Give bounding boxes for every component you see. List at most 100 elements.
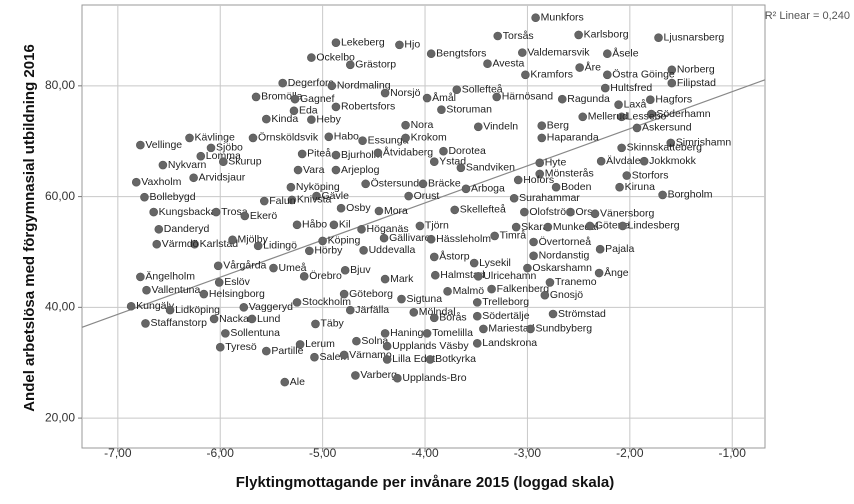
point-label: Filipstad [677, 77, 716, 89]
point [239, 303, 249, 312]
point [520, 207, 529, 217]
point [443, 286, 452, 296]
point-label: Gagnef [300, 93, 335, 105]
point [280, 377, 290, 387]
point [297, 149, 307, 159]
point [401, 120, 410, 130]
point [429, 252, 439, 262]
point-label: Gällivare [389, 232, 431, 244]
point-label: Kramfors [530, 69, 573, 81]
point [292, 220, 302, 230]
point [357, 224, 366, 234]
point-label: Storuman [446, 103, 492, 115]
point-label: Essunga [368, 134, 409, 146]
point [511, 222, 521, 232]
point-label: Skellefteå [460, 204, 506, 216]
point-label: Vaggeryd [249, 301, 293, 313]
point-label: Skara [521, 221, 549, 233]
point [513, 175, 523, 185]
point-label: Hofors [523, 174, 554, 186]
point-label: Lidingö [263, 240, 297, 252]
point-label: Skurup [228, 155, 261, 167]
point-label: Halmstad [440, 269, 485, 281]
point-label: Mora [384, 205, 408, 217]
point-label: Örebro [309, 270, 342, 282]
point-label: Örnsköldsvik [258, 132, 319, 144]
point-label: Upplands Väsby [392, 340, 469, 352]
point [461, 184, 471, 194]
point [422, 329, 432, 338]
point [345, 305, 355, 315]
point-label: Göteborg [349, 288, 393, 300]
point-label: Härnösand [502, 91, 554, 103]
point [324, 132, 334, 142]
point-label: Trelleborg [482, 296, 529, 308]
point [479, 324, 488, 334]
point-label: Uddevalla [369, 244, 416, 256]
point-label: Laxå [624, 98, 647, 110]
point [575, 63, 584, 72]
point-label: Övertorneå [539, 236, 592, 248]
point-label: Solna [361, 335, 388, 347]
point-label: Upplands-Bro [402, 372, 466, 384]
point-label: Sandviken [466, 162, 515, 174]
point-label: Lysekil [479, 257, 511, 269]
point [329, 220, 339, 230]
point-label: Älvdalen [606, 155, 646, 167]
x-tick-label: -3,00 [514, 446, 542, 460]
point-label: Malmö [453, 285, 485, 297]
point [594, 268, 604, 278]
point-label: Ockelbo [316, 51, 355, 63]
point [312, 191, 321, 201]
point [401, 133, 410, 143]
point [397, 294, 406, 304]
point-label: Sollefteå [462, 84, 503, 96]
point [647, 109, 656, 119]
point-label: Borgholm [668, 189, 713, 201]
point [439, 146, 448, 156]
point [526, 324, 535, 334]
point-label: Nyköping [296, 181, 340, 193]
point [415, 221, 425, 231]
point-label: Falkenberg [497, 283, 550, 295]
point-label: Gnosjö [550, 289, 583, 301]
x-axis-title: Flyktingmottagande per invånare 2015 (lo… [236, 474, 614, 491]
point [142, 285, 151, 295]
point-label: Mellerud [588, 111, 628, 123]
point [141, 319, 150, 328]
point-label: Mönsterås [545, 168, 594, 180]
point [292, 298, 302, 307]
point-label: Hörby [314, 245, 343, 257]
point-label: Kil [339, 219, 351, 231]
point-label: Mark [390, 273, 414, 285]
point [487, 284, 496, 294]
x-tick-label: -5,00 [309, 446, 337, 460]
point-label: Torsås [503, 30, 534, 42]
point-label: Piteå [307, 148, 331, 160]
point-label: Partille [271, 345, 303, 357]
point-label: Avesta [492, 57, 524, 69]
point [351, 371, 360, 380]
point-label: Pajala [605, 243, 634, 255]
point [437, 105, 446, 114]
point-label: Åsele [612, 47, 638, 60]
point-label: Robertsfors [341, 101, 395, 113]
point-label: Tranemo [555, 276, 597, 288]
point-label: Helsingborg [209, 288, 265, 300]
point [595, 244, 605, 254]
point [331, 102, 341, 112]
point [617, 143, 626, 153]
point [219, 157, 228, 167]
point-label: Falun [269, 195, 295, 207]
point-label: Skinnskatteberg [627, 142, 702, 154]
point-label: Sollentuna [230, 327, 280, 339]
point [213, 261, 223, 271]
point [269, 263, 278, 273]
point-label: Håbo [302, 219, 327, 231]
point [295, 340, 305, 349]
point [667, 65, 677, 75]
point-label: Åtvidaberg [383, 146, 433, 159]
point [578, 112, 588, 122]
point [247, 314, 257, 324]
point-label: Åstorp [439, 250, 470, 263]
